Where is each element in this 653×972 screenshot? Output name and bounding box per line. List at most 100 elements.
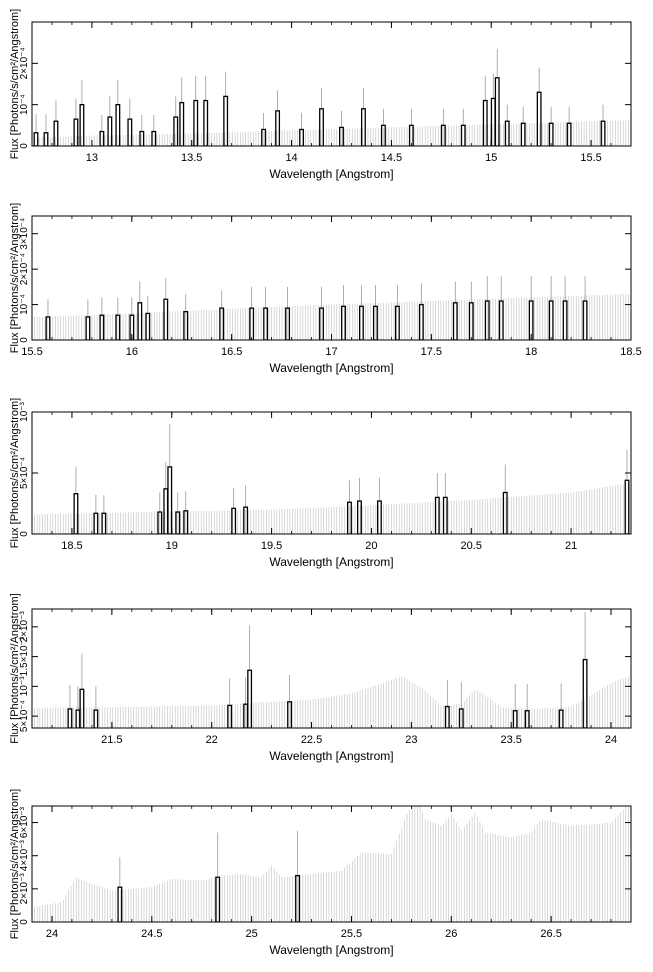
data-bin	[163, 298, 169, 340]
data-bin	[394, 305, 400, 340]
data-points	[33, 48, 606, 146]
data-bin	[247, 669, 253, 728]
x-tick-label: 13	[86, 152, 98, 164]
x-tick-label: 17.5	[421, 346, 442, 358]
data-bin	[600, 120, 606, 146]
y-tick-label: 4×10⁻³	[19, 839, 30, 871]
x-tick-label: 18.5	[61, 540, 82, 552]
data-bin	[452, 302, 458, 340]
y-tick-label: 2×10⁻³	[19, 873, 30, 905]
data-bin	[408, 124, 414, 146]
data-bin	[357, 500, 362, 534]
data-bin	[372, 305, 378, 340]
data-bin	[79, 104, 85, 146]
y-tick-label: 2×10⁻³	[19, 611, 30, 643]
data-bin	[380, 124, 386, 146]
data-points	[67, 611, 588, 728]
x-tick-label: 25	[246, 928, 258, 940]
data-bin	[562, 300, 568, 340]
x-axis-label: Wavelength [Angstrom]	[269, 749, 393, 763]
data-bin	[582, 300, 588, 340]
spectrum-panel-4: 21.5 22 22.5 23 23.5 24 5×10⁻⁴ 10⁻³1.5×10⁻³2×10…	[9, 593, 632, 763]
x-tick-label: 24	[605, 734, 617, 746]
y-tick-label: 10⁻⁴	[19, 94, 30, 115]
x-tick-label: 20	[365, 540, 377, 552]
data-bin	[115, 314, 121, 340]
spectrum-panel-1: 13 13.5 14 14.5 15 15.5 0 10⁻⁴ 2×10⁻⁴ Wavelength …	[9, 9, 632, 181]
data-bin	[215, 876, 221, 922]
x-tick-label: 20.5	[461, 540, 482, 552]
x-tick-label: 14	[285, 152, 297, 164]
x-tick-label: 15.5	[580, 152, 601, 164]
x-axis-label: Wavelength [Angstrom]	[269, 943, 393, 957]
data-bin	[223, 95, 229, 146]
y-axis-label: Flux [Photons/s/cm²/Angstrom]	[9, 398, 21, 548]
data-bin	[458, 708, 464, 728]
x-tick-label: 21.5	[101, 734, 122, 746]
data-bin	[319, 307, 324, 340]
x-axis-label: Wavelength [Angstrom]	[269, 361, 393, 375]
x-tick-label: 22.5	[301, 734, 322, 746]
x-tick-label: 25.5	[341, 928, 362, 940]
data-bin	[117, 886, 123, 922]
data-bin	[93, 512, 99, 534]
x-axis-label: Wavelength [Angstrom]	[269, 167, 393, 181]
y-tick-label: 2×10⁻⁴	[19, 47, 30, 79]
x-tick-label: 16.5	[221, 346, 242, 358]
data-bin	[67, 708, 73, 728]
data-bin	[482, 99, 488, 146]
data-bin	[129, 314, 135, 340]
data-bin	[285, 307, 291, 340]
y-axis-label: Flux [Photons/s/cm²/Angstrom]	[9, 203, 21, 353]
data-bin	[358, 305, 364, 340]
y-tick-label: 0	[19, 531, 30, 537]
x-tick-label: 13.5	[181, 152, 202, 164]
data-bin	[566, 122, 572, 146]
data-bin	[520, 122, 526, 146]
data-bin	[548, 300, 554, 340]
data-bin	[498, 300, 504, 340]
data-bin	[582, 658, 588, 728]
data-bin	[440, 124, 446, 146]
spectrum-panel-2: 15.5 16 16.5 17 17.5 18 18.5 0 10⁻⁴ 2×10⁻⁴ 3×10⁻⁴ W…	[9, 203, 642, 375]
data-bin	[434, 496, 440, 534]
data-bin	[444, 705, 450, 728]
data-bin	[193, 99, 199, 146]
x-tick-label: 23.5	[500, 734, 521, 746]
y-tick-label: 10⁻³	[19, 401, 30, 421]
data-bin	[494, 77, 500, 146]
data-bin	[145, 312, 151, 340]
data-bin	[227, 704, 233, 728]
data-bin	[624, 479, 630, 534]
data-bin	[504, 120, 510, 146]
data-bin	[53, 120, 59, 146]
y-tick-label: 5×10⁻⁴	[19, 457, 30, 489]
x-tick-label: 14.5	[381, 152, 402, 164]
y-tick-label: 5×10⁻⁴	[19, 700, 30, 732]
data-bin	[139, 130, 145, 146]
x-tick-label: 15.5	[21, 346, 42, 358]
data-bin	[99, 314, 105, 340]
x-tick-label: 24	[46, 928, 58, 940]
x-tick-label: 18.5	[620, 346, 641, 358]
model-continuum	[32, 675, 631, 728]
data-bin	[137, 302, 143, 340]
data-bin	[468, 302, 474, 340]
data-bin	[45, 316, 51, 340]
y-tick-label: 6×10⁻³	[19, 806, 30, 838]
data-bin	[75, 709, 81, 728]
data-bin	[558, 709, 564, 728]
spectrum-panel-5: 24 24.5 25 25.5 26 26.5 0 2×10⁻³ 4×10⁻³6×10⁻³ Wav…	[9, 789, 632, 957]
data-bin	[127, 118, 133, 146]
data-bin	[275, 110, 281, 146]
data-bin	[249, 307, 255, 340]
data-bin	[418, 303, 424, 340]
y-tick-label: 0	[19, 919, 30, 925]
x-tick-label: 17	[325, 346, 337, 358]
data-bin	[339, 126, 344, 146]
y-tick-label: 3×10⁻⁴	[19, 218, 30, 250]
data-bin	[93, 709, 99, 728]
data-bin	[319, 108, 324, 146]
x-tick-label: 24.5	[141, 928, 162, 940]
y-tick-label: 2×10⁻⁴	[19, 253, 30, 285]
